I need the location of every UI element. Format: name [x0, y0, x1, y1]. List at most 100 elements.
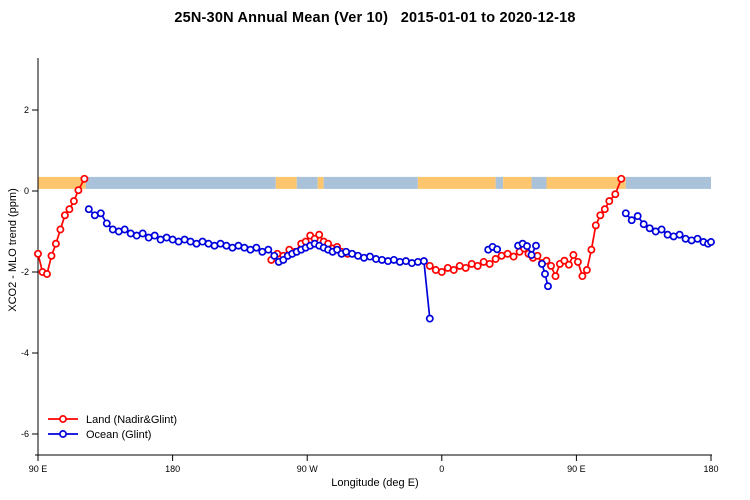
map-band-land-segment — [38, 176, 86, 189]
map-band-ocean-segment — [495, 176, 504, 189]
data-point — [138, 229, 147, 238]
data-point — [360, 253, 368, 262]
data-point — [569, 251, 578, 259]
chart-title: 25N-30N Annual Mean (Ver 10) 2015-01-01 … — [174, 10, 576, 26]
data-point — [538, 259, 546, 268]
data-point — [523, 242, 531, 251]
map-band-ocean-segment — [531, 176, 547, 189]
map-band-land-segment — [546, 176, 626, 189]
data-point — [425, 261, 434, 270]
data-point — [621, 209, 630, 218]
data-point — [473, 261, 482, 270]
map-band-land-segment — [317, 176, 324, 189]
map-band-ocean-segment — [323, 176, 418, 189]
data-point — [503, 249, 512, 258]
data-point — [65, 205, 74, 214]
data-point — [461, 263, 470, 272]
data-point — [34, 249, 42, 258]
data-point — [657, 225, 666, 234]
data-point — [102, 219, 111, 228]
legend-item-land: Land (Nadir&Glint) — [48, 414, 177, 426]
data-point — [564, 260, 573, 269]
data-point — [264, 245, 273, 254]
data-point — [707, 238, 715, 246]
map-band-land-segment — [503, 176, 532, 189]
data-point — [491, 255, 500, 263]
data-point — [425, 314, 434, 323]
data-point — [47, 251, 56, 260]
data-point — [532, 241, 540, 250]
y-tick-label-4: -6 — [21, 429, 29, 439]
y-tick-label-0: 2 — [24, 105, 29, 115]
data-point — [587, 245, 596, 254]
data-point — [449, 266, 458, 274]
data-point — [96, 209, 105, 218]
series-ocean — [84, 205, 715, 323]
data-point — [611, 190, 620, 199]
series-line — [88, 208, 431, 319]
x-tick-label-1: 180 — [165, 464, 180, 474]
map-band-ocean-segment — [625, 176, 711, 189]
map-band-ocean-segment — [85, 176, 276, 189]
x-axis-label: Longitude (deg E) — [331, 477, 419, 489]
y-tick-label-2: -2 — [21, 267, 29, 277]
legend-item-ocean: Ocean (Glint) — [48, 429, 151, 441]
legend-point-symbol — [59, 430, 67, 438]
data-point — [56, 225, 65, 234]
y-tick-label-1: 0 — [24, 186, 29, 196]
data-point — [578, 272, 587, 281]
data-point — [252, 243, 261, 252]
data-point — [617, 174, 626, 183]
data-point — [633, 212, 642, 221]
data-point — [573, 257, 582, 266]
map-band-ocean-segment — [296, 176, 318, 189]
x-tick-label-2: 90 W — [297, 464, 319, 474]
data-point — [645, 224, 654, 233]
data-point — [69, 197, 78, 206]
legend-label-ocean: Ocean (Glint) — [86, 429, 151, 441]
map-band-land-segment — [417, 176, 496, 189]
data-point — [43, 270, 51, 278]
x-tick-label-3: 0 — [439, 464, 444, 474]
data-point — [407, 259, 416, 268]
legend: Land (Nadir&Glint) Ocean (Glint) — [48, 414, 177, 441]
data-point — [437, 268, 446, 276]
data-point — [419, 257, 428, 266]
data-point — [485, 259, 494, 268]
data-point — [120, 225, 129, 234]
data-point — [582, 266, 591, 274]
data-point — [270, 251, 279, 260]
legend-label-land: Land (Nadir&Glint) — [86, 414, 177, 426]
axes: 90 E 180 90 W 0 90 E 180 2 0 -2 -4 -6 — [21, 58, 719, 474]
data-point — [74, 186, 83, 195]
data-point — [541, 270, 549, 278]
legend-point-symbol — [59, 415, 67, 423]
data-point — [675, 230, 684, 239]
data-point — [315, 230, 324, 239]
data-point — [600, 205, 609, 214]
x-tick-label-5: 180 — [703, 464, 718, 474]
map-band-land-segment — [275, 176, 297, 189]
y-tick-label-3: -4 — [21, 348, 29, 358]
data-point — [605, 197, 614, 206]
data-point — [527, 251, 536, 259]
latitude-map-band — [38, 176, 711, 189]
data-point — [627, 216, 636, 225]
data-point — [509, 252, 518, 261]
data-point — [60, 211, 69, 220]
data-point — [84, 205, 93, 214]
x-tick-label-0: 90 E — [29, 464, 48, 474]
data-point — [80, 174, 89, 183]
data-point — [596, 211, 605, 220]
x-tick-label-4: 90 E — [567, 464, 586, 474]
data-point — [378, 255, 386, 264]
data-point — [591, 221, 600, 230]
data-point — [51, 239, 60, 248]
data-point — [693, 234, 702, 243]
data-point — [150, 231, 159, 240]
data-point — [639, 220, 648, 229]
data-point — [547, 261, 555, 270]
data-point — [544, 282, 552, 291]
